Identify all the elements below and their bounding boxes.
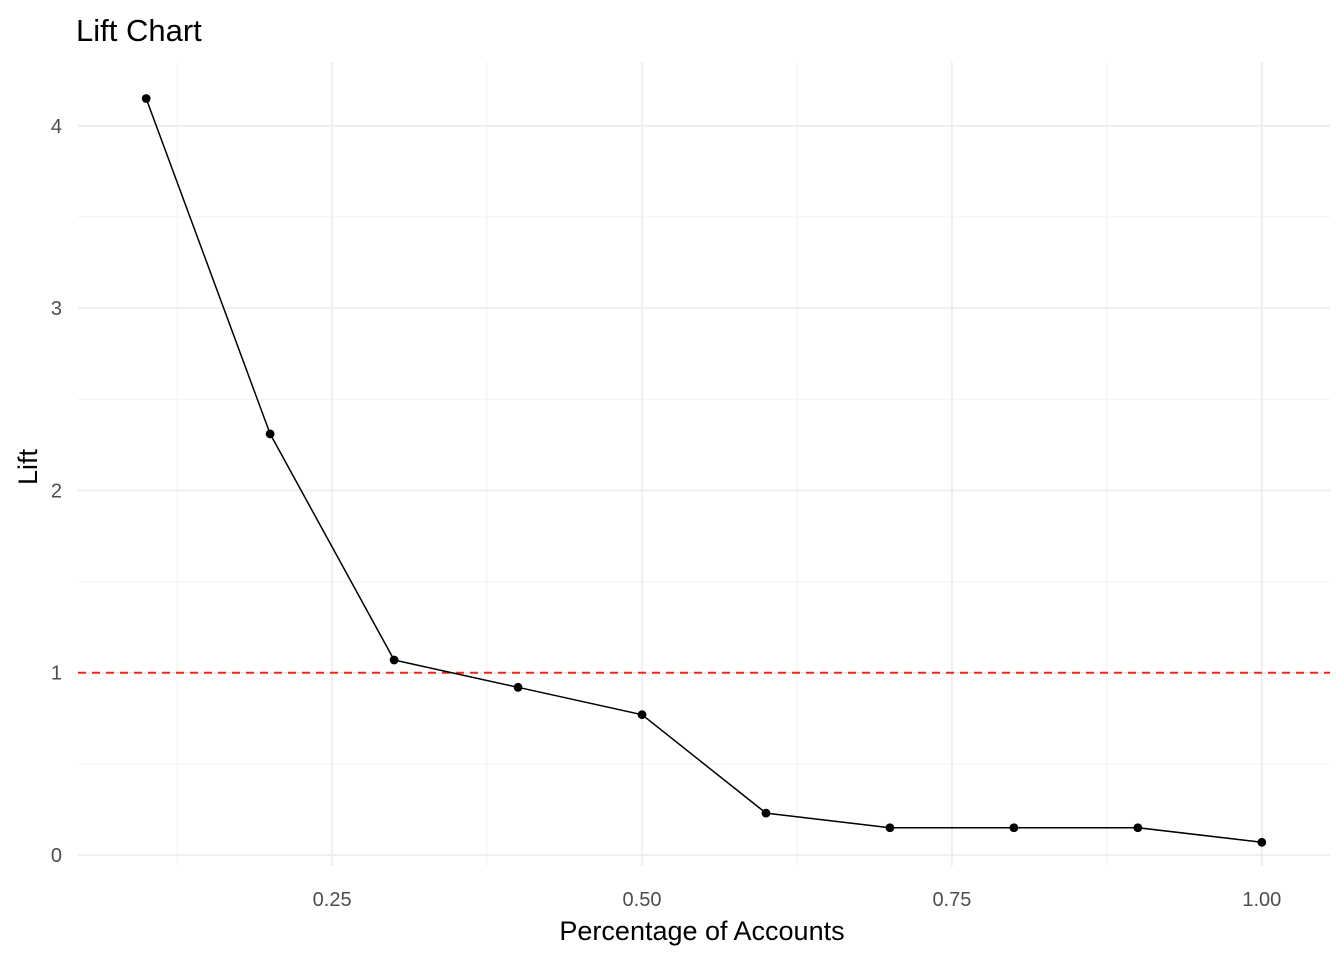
lift-series-line [145,98,1262,844]
x-tick-label: 0.75 [932,889,971,911]
lift-data-point [1009,823,1019,833]
lift-data-point [265,429,275,439]
y-tick-label: 3 [51,298,62,320]
tick-labels: 0.25 0.50 0.75 1.00 0 1 2 3 4 [51,116,1281,911]
lift-data-point [637,710,647,720]
y-tick-label: 0 [51,845,62,867]
series-layer [141,94,1267,847]
chart-title: Lift Chart [76,13,202,48]
lift-data-point [141,94,151,103]
lift-data-point [513,682,523,692]
x-tick-label: 1.00 [1242,889,1281,911]
lift-data-point [761,808,771,818]
lift-data-point [389,655,399,665]
y-tick-label: 1 [51,663,62,685]
y-tick-label: 2 [51,480,62,502]
grid-lines [78,62,1330,866]
y-tick-label: 4 [51,116,62,138]
x-tick-label: 0.50 [623,889,662,911]
x-axis-title: Percentage of Accounts [559,916,844,946]
lift-data-point [1257,837,1267,847]
x-tick-label: 0.25 [313,889,352,911]
lift-data-point [885,823,895,833]
lift-data-point [1133,823,1143,833]
y-axis-title: Lift [13,448,43,485]
